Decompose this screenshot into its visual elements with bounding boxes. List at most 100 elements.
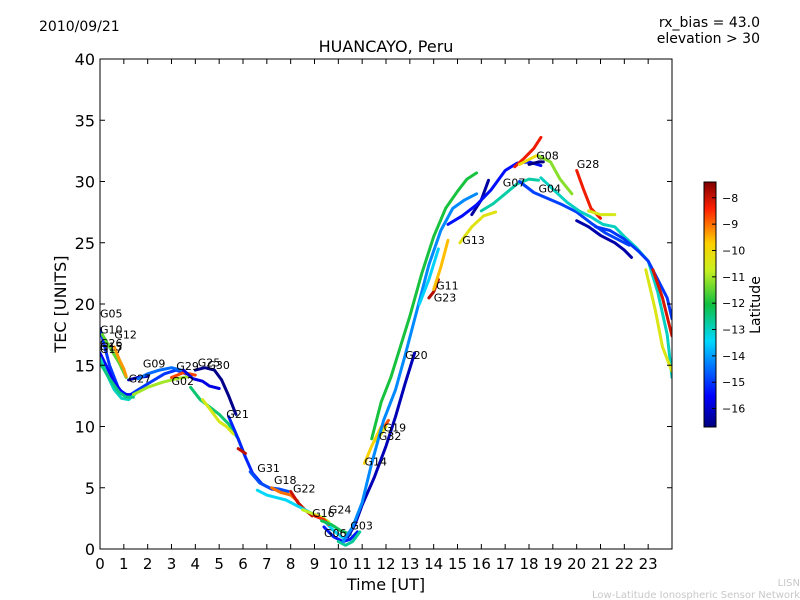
x-tick-label: 6 — [238, 555, 248, 573]
series-g23 — [432, 238, 450, 291]
series-c-q — [594, 225, 672, 321]
sat-label-g30: G30 — [207, 359, 230, 372]
sat-label-g31: G31 — [257, 462, 280, 475]
sat-label-g17: G17 — [100, 343, 123, 356]
series-g08 — [527, 160, 545, 166]
y-tick-label: 30 — [75, 173, 95, 192]
sat-label-g13: G13 — [462, 234, 485, 247]
series-g30 — [193, 366, 238, 416]
x-tick-label: 3 — [167, 555, 177, 573]
colorbar — [703, 181, 717, 428]
sat-label-g29: G29 — [176, 360, 199, 373]
series-g12 — [112, 345, 128, 378]
sat-label-g21: G21 — [226, 408, 249, 421]
x-tick-label: 5 — [214, 555, 224, 573]
colorbar-label: Latitude — [748, 276, 764, 334]
x-axis-label: Time [UT] — [346, 575, 425, 594]
series-c-k — [513, 135, 543, 169]
sat-label-g14: G14 — [365, 456, 388, 469]
sat-label-g07: G07 — [503, 176, 526, 189]
series-g24 — [320, 519, 352, 536]
series-g14 — [363, 425, 383, 465]
sat-label-g12: G12 — [114, 328, 137, 341]
colorbar-ticks: −16 −15 −14 −13 −12 −11 −10 −9 −8 — [712, 192, 745, 416]
colorbar-tick-label: −13 — [722, 324, 745, 337]
series-c-m — [537, 154, 574, 196]
axis-ticks: 0 1 2 3 4 5 6 7 8 9 10 11 12 13 14 15 16 17 18 19 20 21 22 2305… — [75, 50, 672, 573]
sat-label-g24: G24 — [329, 504, 352, 517]
x-tick-label: 11 — [353, 555, 372, 573]
x-tick-label: 4 — [191, 555, 201, 573]
sat-label-g02: G02 — [172, 375, 195, 388]
sat-label-g20: G20 — [405, 349, 428, 362]
colorbar-tick-label: −10 — [722, 244, 745, 257]
x-tick-label: 18 — [519, 555, 538, 573]
sat-label-g28: G28 — [577, 158, 600, 171]
x-tick-label: 2 — [143, 555, 153, 573]
sat-label-g03: G03 — [350, 519, 373, 532]
series-c-c — [236, 447, 247, 455]
x-tick-label: 22 — [615, 555, 634, 573]
x-tick-label: 16 — [472, 555, 491, 573]
y-tick-label: 5 — [85, 479, 95, 498]
y-tick-label: 15 — [75, 356, 95, 375]
colorbar-tick-label: −14 — [722, 350, 745, 363]
series-c-g — [370, 171, 479, 441]
x-tick-label: 13 — [400, 555, 419, 573]
x-tick-label: 7 — [262, 555, 272, 573]
series-g25 — [181, 368, 221, 390]
sat-label-g23: G23 — [434, 292, 457, 305]
x-tick-label: 20 — [567, 555, 586, 573]
series-c-s — [644, 268, 672, 373]
sat-label-g16: G16 — [312, 507, 335, 520]
series-layer — [100, 135, 672, 547]
x-tick-label: 1 — [119, 555, 129, 573]
series-g05 — [100, 327, 188, 398]
y-tick-label: 25 — [75, 234, 95, 253]
chart-title: HUANCAYO, Peru — [319, 37, 454, 56]
y-tick-label: 35 — [75, 111, 95, 130]
colorbar-tick-label: −15 — [722, 376, 745, 389]
sat-label-g19: G19 — [384, 421, 407, 434]
series-c-o — [587, 209, 617, 217]
sat-label-g06: G06 — [324, 527, 347, 540]
series-g02 — [131, 374, 193, 397]
series-c-h — [417, 247, 440, 306]
series-c-f — [336, 530, 362, 547]
sat-label-g25: G25 — [198, 357, 221, 370]
x-tick-label: 12 — [376, 555, 395, 573]
series-g26 — [100, 351, 135, 397]
sat-label-g27: G27 — [129, 372, 152, 385]
sat-label-g11: G11 — [436, 279, 459, 292]
rx-bias-label: rx_bias = 43.0 — [659, 15, 760, 31]
sat-label-g08: G08 — [536, 149, 559, 162]
elevation-label: elevation > 30 — [657, 31, 760, 47]
sat-label-g22: G22 — [293, 483, 316, 496]
series-c-l — [518, 154, 538, 166]
sat-label-g04: G04 — [539, 183, 562, 196]
y-tick-label: 20 — [75, 295, 95, 314]
x-tick-label: 21 — [591, 555, 610, 573]
sat-label-g09: G09 — [143, 358, 166, 371]
footer-network: Low-Latitude Ionospheric Sensor Network — [592, 590, 800, 600]
colorbar-tick-label: −11 — [722, 271, 745, 284]
x-tick-label: 0 — [95, 555, 105, 573]
x-tick-label: 8 — [286, 555, 296, 573]
series-g20 — [341, 192, 479, 544]
x-tick-label: 10 — [329, 555, 348, 573]
colorbar-tick-label: −9 — [722, 218, 738, 231]
sat-label-g05: G05 — [100, 308, 123, 321]
series-c-j — [479, 177, 540, 213]
x-tick-label: 14 — [424, 555, 443, 573]
series-g04 — [518, 180, 631, 247]
footer-lisn: LISN — [778, 578, 800, 589]
x-tick-label: 9 — [310, 555, 320, 573]
y-tick-label: 0 — [85, 540, 95, 559]
colorbar-tick-label: −16 — [722, 403, 745, 416]
sat-label-g18: G18 — [274, 474, 297, 487]
sat-label-g32: G32 — [379, 430, 402, 443]
sat-label-g26: G26 — [100, 337, 123, 350]
series-g29 — [170, 371, 197, 379]
